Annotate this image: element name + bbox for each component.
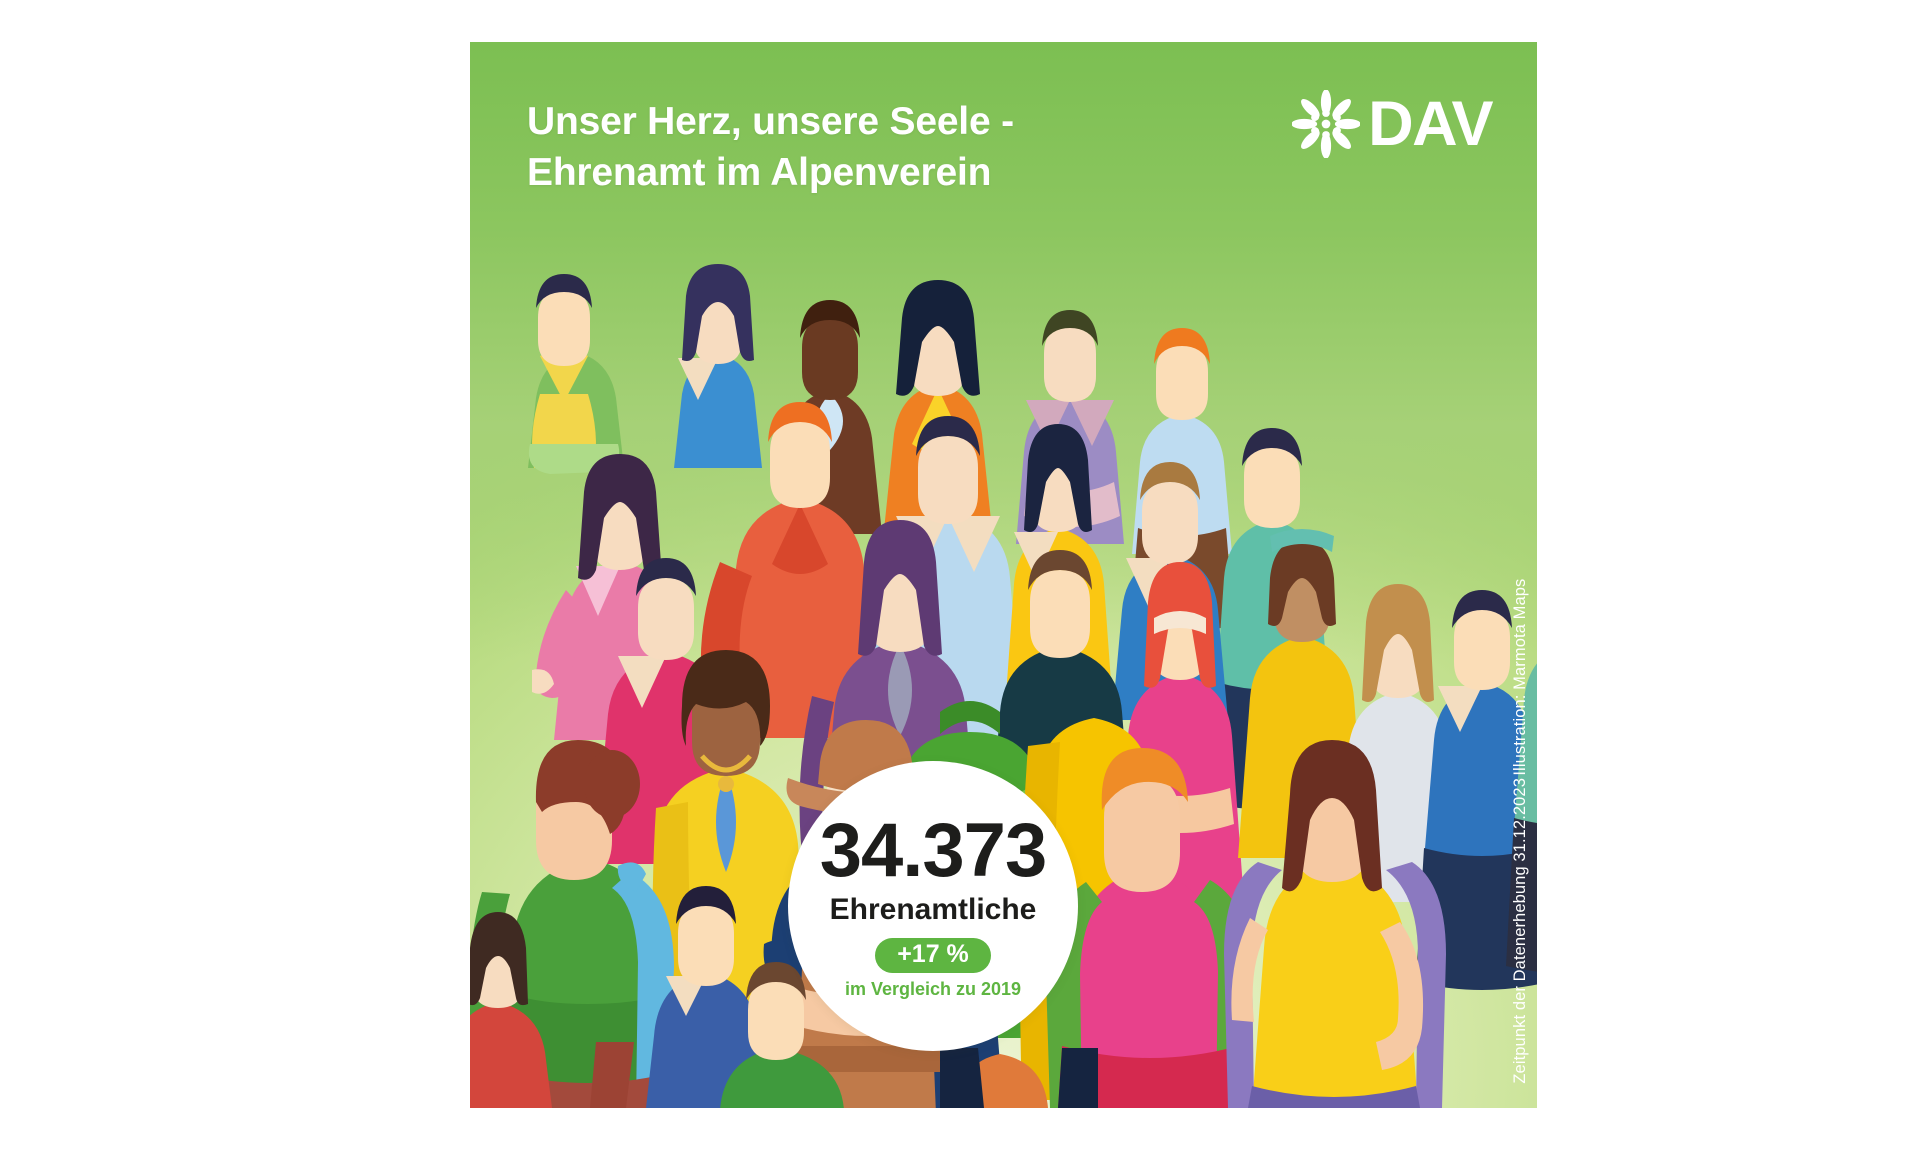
delta-badge: +17 % xyxy=(875,937,991,974)
credits-line-2: Illustration: Marmota Maps xyxy=(1511,579,1530,777)
delta-note: im Vergleich zu 2019 xyxy=(844,979,1022,1000)
statistic-label: Ehrenamtliche xyxy=(829,892,1037,926)
edelweiss-icon xyxy=(1292,90,1361,158)
credits: Zeitpunkt der Datenerhebung 31.12.2023 I… xyxy=(1509,579,1533,1084)
page-title: Unser Herz, unsere Seele - Ehrenamt im A… xyxy=(527,100,1014,194)
statistic-value: 34.373 xyxy=(819,807,1047,893)
credits-line-1: Zeitpunkt der Datenerhebung 31.12.2023 xyxy=(1511,778,1530,1084)
statistic-badge: 34.373 Ehrenamtliche +17 % im Vergleich … xyxy=(788,761,1078,1051)
dav-logo[interactable]: DAV xyxy=(1292,88,1493,159)
poster-panel: Unser Herz, unsere Seele - Ehrenamt im A… xyxy=(470,42,1537,1108)
dav-wordmark: DAV xyxy=(1368,88,1493,159)
